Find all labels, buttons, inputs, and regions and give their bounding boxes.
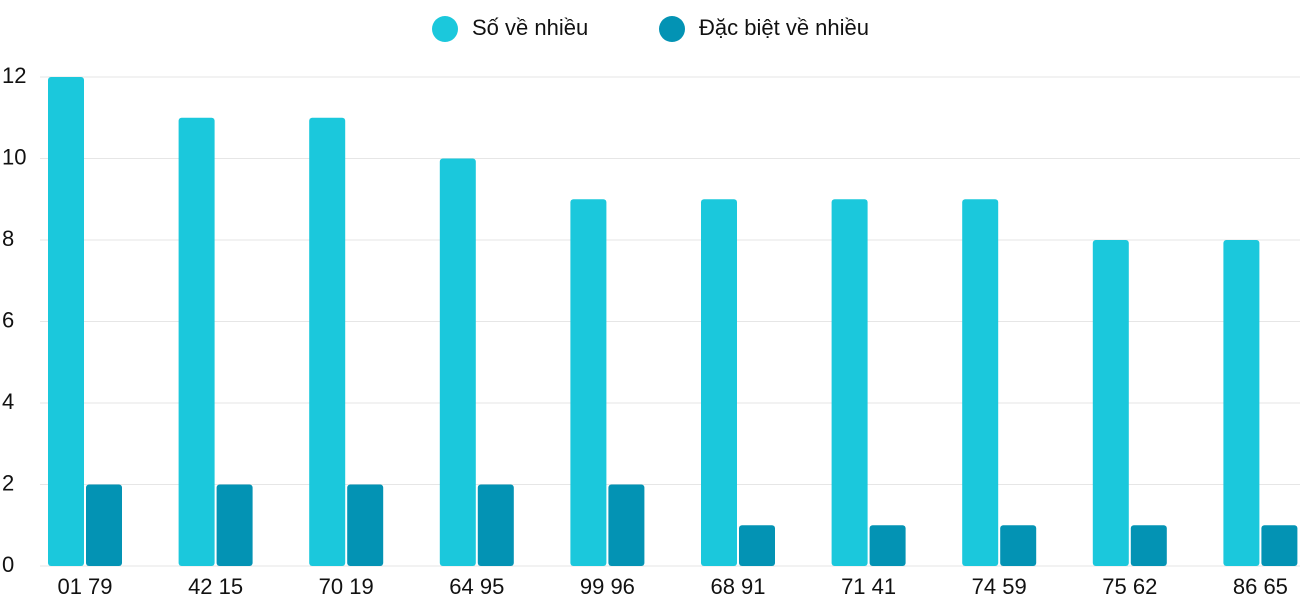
bar	[701, 199, 737, 566]
bar	[570, 199, 607, 566]
bar	[962, 199, 999, 566]
x-tick-label: 01 79	[57, 574, 112, 599]
bar	[309, 117, 346, 566]
bar	[48, 77, 84, 566]
x-tick-label: 75 62	[1102, 574, 1157, 599]
legend-label: Đặc biệt về nhiều	[699, 15, 869, 40]
x-tick-label: 86 65	[1233, 574, 1288, 599]
bar	[608, 484, 645, 566]
bar	[178, 117, 215, 566]
bar	[86, 484, 122, 566]
bar	[1092, 240, 1129, 566]
bar	[869, 525, 906, 566]
x-tick-label: 71 41	[841, 574, 896, 599]
x-tick-label: 74 59	[972, 574, 1027, 599]
legend-swatch	[659, 16, 685, 42]
y-tick-label: 8	[2, 226, 14, 251]
y-tick-label: 2	[2, 470, 14, 495]
bar	[347, 484, 384, 566]
x-tick-label: 64 95	[449, 574, 504, 599]
x-tick-label: 70 19	[319, 574, 374, 599]
y-tick-label: 10	[2, 144, 26, 169]
y-tick-label: 0	[2, 552, 14, 577]
bar	[477, 484, 514, 566]
x-tick-label: 42 15	[188, 574, 243, 599]
legend-label: Số về nhiều	[472, 15, 588, 40]
bar	[1130, 525, 1167, 566]
bar	[1223, 240, 1260, 566]
y-tick-label: 12	[2, 63, 26, 88]
x-tick-label: 99 96	[580, 574, 635, 599]
bar	[739, 525, 775, 566]
bar	[1000, 525, 1037, 566]
y-tick-label: 6	[2, 307, 14, 332]
bar	[831, 199, 868, 566]
y-tick-label: 4	[2, 389, 14, 414]
bar	[216, 484, 253, 566]
bar	[1261, 525, 1298, 566]
legend-swatch	[432, 16, 458, 42]
x-tick-label: 68 91	[710, 574, 765, 599]
bar	[439, 158, 476, 566]
